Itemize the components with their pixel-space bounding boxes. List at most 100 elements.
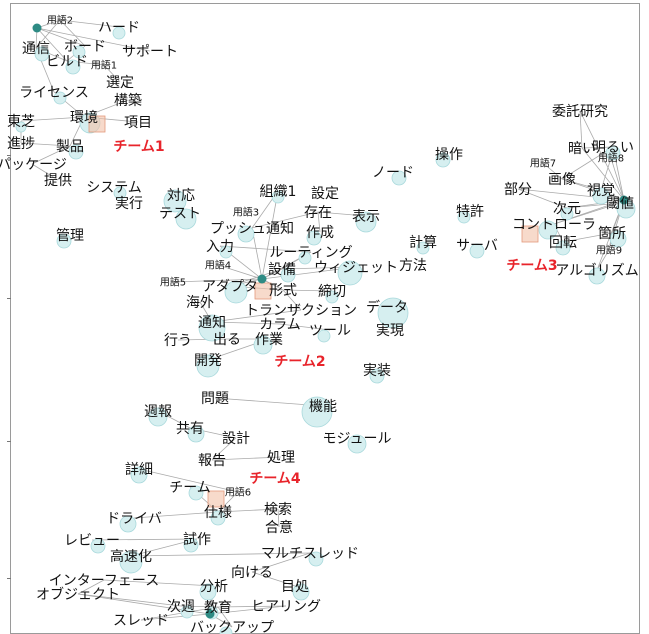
edge xyxy=(317,211,321,233)
word-label: 方法 xyxy=(399,258,427,274)
word-label: 計算 xyxy=(409,235,437,251)
node-bubble xyxy=(112,26,126,40)
edge xyxy=(566,202,621,209)
node-bubble xyxy=(355,211,377,233)
word-label: チーム xyxy=(169,480,211,496)
edge xyxy=(251,552,311,573)
word-label: 選定 xyxy=(106,75,134,91)
edge xyxy=(561,146,614,180)
edge xyxy=(59,19,86,47)
node-bubble xyxy=(377,297,409,329)
word-label: 機能 xyxy=(309,399,337,415)
word-label: 目処 xyxy=(281,579,309,595)
node-bubble xyxy=(188,485,204,501)
word-label: 用語8 xyxy=(598,152,624,165)
edge xyxy=(610,157,625,201)
edge xyxy=(282,289,333,292)
word-label: 次元 xyxy=(553,201,581,217)
edge xyxy=(217,606,233,628)
edge xyxy=(211,437,237,461)
node-bubble xyxy=(609,230,627,248)
word-label: インターフェース xyxy=(49,573,159,589)
word-label: スレッド xyxy=(113,613,169,629)
word-label: ツール xyxy=(309,323,351,339)
edge xyxy=(103,64,121,83)
word-label: 用語5 xyxy=(160,276,186,289)
word-label: 用語9 xyxy=(596,244,622,257)
word-label: 用語6 xyxy=(225,486,251,499)
node-bubble xyxy=(119,550,143,574)
word-label: モジュール xyxy=(322,431,391,447)
word-label: ウィジェット xyxy=(314,260,398,276)
axis-tick xyxy=(7,441,11,442)
word-label: 行う xyxy=(164,333,192,349)
word-label: システム xyxy=(86,180,142,196)
edge xyxy=(562,232,613,243)
edge xyxy=(209,605,287,615)
word-label: 暗い xyxy=(568,141,596,157)
word-label: 設備 xyxy=(268,262,296,278)
word-label: 製品 xyxy=(56,139,84,155)
word-label: コントローラ xyxy=(512,217,596,233)
word-label: 試作 xyxy=(183,532,211,548)
edge xyxy=(542,162,563,180)
word-label: テスト xyxy=(159,206,201,222)
node-bubble xyxy=(34,46,50,62)
word-label: 環境 xyxy=(70,110,98,126)
edge xyxy=(581,147,625,201)
node-bubble xyxy=(224,280,248,304)
word-label: レビュー xyxy=(64,533,120,549)
node-bubble xyxy=(280,267,296,283)
edge xyxy=(251,571,296,587)
edge xyxy=(31,163,59,181)
edge xyxy=(566,199,625,209)
edge xyxy=(130,552,311,557)
node-bubble xyxy=(199,583,217,601)
word-label: 用語3 xyxy=(233,206,259,219)
node-bubble xyxy=(298,251,312,265)
node-bubble xyxy=(198,314,226,342)
node-bubble xyxy=(90,538,106,554)
hub-node xyxy=(257,274,267,284)
word-label: 分析 xyxy=(200,579,228,595)
edge xyxy=(20,142,71,147)
word-label: プッシュ通知 xyxy=(210,220,294,237)
node-bubble xyxy=(163,189,187,213)
edge xyxy=(579,110,583,149)
node-bubble xyxy=(72,45,86,59)
node-bubble xyxy=(237,225,255,243)
team-marker xyxy=(521,225,539,243)
edge xyxy=(219,245,312,253)
node-bubble xyxy=(148,407,168,427)
edge xyxy=(517,188,568,209)
node-bubble xyxy=(301,396,333,428)
word-label: ライセンス xyxy=(19,85,89,101)
word-label: 用語2 xyxy=(47,14,73,27)
word-label: 委託研究 xyxy=(552,104,608,120)
word-label: バックアップ xyxy=(190,620,274,634)
node-bubble xyxy=(68,144,84,160)
edge xyxy=(211,309,302,323)
axis-tick xyxy=(7,298,11,299)
word-label: 高速化 xyxy=(110,548,152,565)
node-bubble xyxy=(65,59,81,75)
node-bubble xyxy=(113,186,127,200)
edge xyxy=(103,579,215,587)
hub-node xyxy=(32,23,42,33)
edge xyxy=(36,27,86,47)
word-label: 処理 xyxy=(267,450,295,466)
node-bubble xyxy=(416,241,430,255)
word-label: ビルド xyxy=(46,54,88,70)
edge xyxy=(91,538,198,541)
team-label: チーム2 xyxy=(274,354,325,370)
node-bubble xyxy=(56,233,72,249)
edge xyxy=(20,116,85,122)
word-label: アルゴリズム xyxy=(555,262,639,279)
edge xyxy=(172,278,263,283)
word-label: 管理 xyxy=(56,228,84,244)
word-label: カラム xyxy=(259,317,301,333)
edge xyxy=(140,606,219,621)
node-bubble xyxy=(196,354,220,378)
